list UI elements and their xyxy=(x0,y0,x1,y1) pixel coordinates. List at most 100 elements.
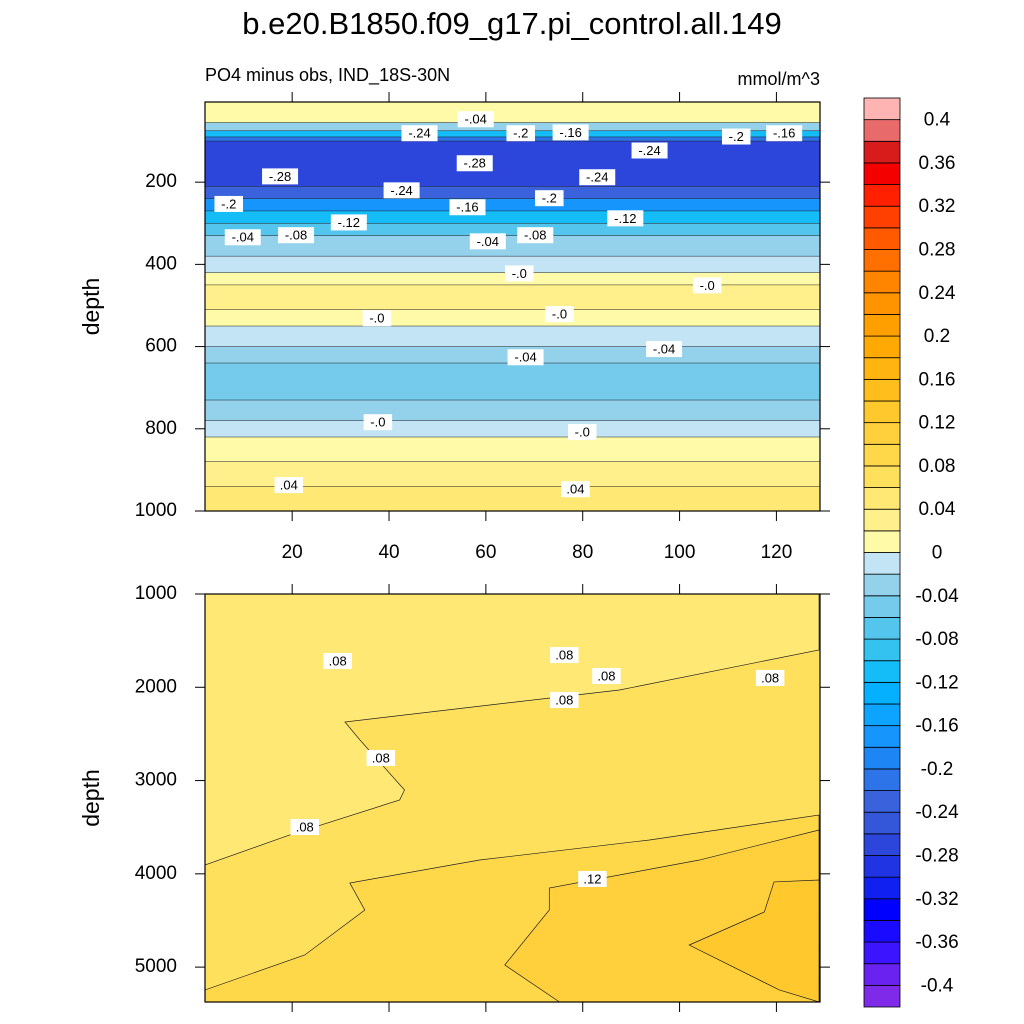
contour-band xyxy=(205,399,820,422)
colorbar-box xyxy=(863,184,901,207)
contour-label-box xyxy=(692,277,722,294)
contour-label: .08 xyxy=(372,750,390,765)
contour-label-box xyxy=(721,128,751,145)
contour-label: .08 xyxy=(597,668,615,683)
contour-label: -.04 xyxy=(232,230,254,245)
contour-band xyxy=(205,420,820,438)
contour-label: -.28 xyxy=(269,169,291,184)
colorbar-box xyxy=(863,97,901,121)
colorbar-label: 0.32 xyxy=(919,196,956,217)
contour-label-box xyxy=(766,125,803,142)
contour-band xyxy=(205,436,820,463)
contour-band xyxy=(205,486,820,511)
contour-label-box xyxy=(506,125,535,142)
contour-label-box xyxy=(535,190,564,207)
colorbar-box xyxy=(863,681,901,705)
x-tick-label: 60 xyxy=(475,542,496,563)
contour-label-box xyxy=(449,199,486,216)
colorbar-box xyxy=(863,508,901,532)
colorbar-box xyxy=(863,552,901,575)
contour-label: -.24 xyxy=(390,183,412,198)
colorbar-box xyxy=(863,227,901,250)
y-tick-label: 4000 xyxy=(135,863,177,884)
colorbar-box xyxy=(863,703,901,727)
contour-label: -.24 xyxy=(638,143,660,158)
colorbar-label: 0.36 xyxy=(919,153,956,174)
y-tick-label: 5000 xyxy=(135,956,177,977)
colorbar-box xyxy=(863,898,901,921)
colorbar-box xyxy=(863,205,901,229)
contour-band xyxy=(205,198,820,212)
contour-label: .08 xyxy=(555,647,573,662)
contour-label-box xyxy=(469,233,506,250)
contour-label-box xyxy=(545,306,574,323)
contour-label: -.08 xyxy=(285,228,307,243)
units: mmol/m^3 xyxy=(738,69,820,89)
contour-label: -.2 xyxy=(513,126,528,141)
contour-label: -.24 xyxy=(408,126,430,141)
contour-label-box xyxy=(323,652,352,669)
contour-band xyxy=(205,140,820,188)
contour-label-box xyxy=(262,168,299,185)
contour-label-box xyxy=(552,124,589,141)
colorbar-box xyxy=(863,573,901,597)
colorbar-box xyxy=(863,638,901,662)
plot-frame xyxy=(204,101,821,512)
contour-label-box xyxy=(505,265,534,282)
contour-label: .12 xyxy=(583,871,601,886)
contour-label-box xyxy=(517,227,554,244)
contour-label-box xyxy=(457,111,494,128)
contour-label: -.04 xyxy=(653,341,675,356)
subtitle: PO4 minus obs, IND_18S-30N xyxy=(205,65,450,86)
contour-band xyxy=(205,325,820,348)
contour-label: -.2 xyxy=(729,129,744,144)
contour-label: .08 xyxy=(761,670,779,685)
contour-label: -.28 xyxy=(464,156,486,171)
contour-label-box xyxy=(383,182,420,199)
contour-label-box xyxy=(362,310,392,327)
contour-label-box xyxy=(290,819,320,836)
colorbar-box xyxy=(863,140,901,164)
contour-label: -.16 xyxy=(559,125,581,140)
colorbar-label: -0.36 xyxy=(915,932,958,953)
colorbar-box xyxy=(863,487,901,510)
contour-band xyxy=(205,309,820,327)
colorbar-label: 0.2 xyxy=(924,326,950,347)
contour-region xyxy=(205,594,820,866)
contour-label-box xyxy=(631,142,668,159)
y-tick-label: 1000 xyxy=(135,583,177,604)
y-tick-label: 600 xyxy=(145,336,177,357)
contour-label-box xyxy=(755,669,785,686)
contour-label-box xyxy=(567,424,597,441)
colorbar-box xyxy=(863,833,901,856)
x-tick-label: 80 xyxy=(572,542,593,563)
contour-label-box xyxy=(278,227,315,244)
colorbar-box xyxy=(863,617,901,640)
contour-label: -.04 xyxy=(477,234,499,249)
contour-label: -.0 xyxy=(552,307,567,322)
colorbar-label: -0.04 xyxy=(915,586,959,607)
contour-label-box xyxy=(550,691,579,708)
colorbar-label: -0.2 xyxy=(921,759,954,780)
contour-label: -.0 xyxy=(369,311,384,326)
colorbar-label: 0 xyxy=(932,543,943,564)
colorbar-label: 0.16 xyxy=(919,369,956,390)
contour-label: -.0 xyxy=(512,266,527,281)
contour-label-box xyxy=(507,349,544,366)
colorbar-label: 0.28 xyxy=(919,240,956,261)
colorbar-box xyxy=(863,119,901,142)
colorbar-label: 0.04 xyxy=(919,499,956,520)
x-tick-label: 20 xyxy=(282,542,303,563)
contour-label-box xyxy=(550,647,579,664)
y-tick-label: 400 xyxy=(145,253,177,274)
colorbar-box xyxy=(863,963,901,986)
y-axis-label: depth xyxy=(78,278,104,336)
plot-area xyxy=(205,594,820,1002)
contour-label-box xyxy=(330,214,367,231)
contour-label: -.04 xyxy=(514,350,536,365)
colorbar-box xyxy=(863,443,901,467)
colorbar-box xyxy=(863,746,901,770)
colorbar-box xyxy=(863,660,901,683)
colorbar-box xyxy=(863,422,901,445)
colorbar-box xyxy=(863,378,901,402)
